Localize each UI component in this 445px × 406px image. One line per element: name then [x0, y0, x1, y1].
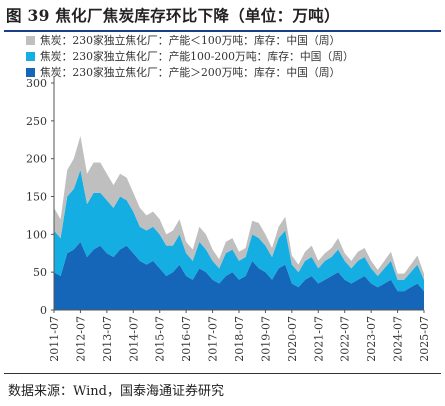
x-tick-label: 2022-07 — [339, 316, 352, 362]
y-tick-label: 150 — [26, 191, 47, 204]
y-tick-label: 300 — [26, 77, 47, 90]
legend-label: 焦炭：230家独立焦化厂：产能100-200万吨：库存：中国（周） — [40, 49, 354, 63]
chart-legend: 焦炭：230家独立焦化厂：产能＜100万吨：库存：中国（周） 焦炭：230家独立焦… — [26, 33, 354, 79]
title-rule — [4, 30, 441, 32]
y-tick-label: 200 — [26, 153, 47, 166]
legend-swatch — [26, 52, 35, 61]
stacked-area-chart: 焦炭：230家独立焦化厂：产能＜100万吨：库存：中国（周） 焦炭：230家独立焦… — [26, 33, 431, 362]
x-tick-label: 2013-07 — [101, 316, 114, 362]
series-area-2 — [54, 135, 424, 280]
x-tick-label: 2012-07 — [74, 316, 87, 362]
source-rule — [4, 373, 441, 374]
x-tick-label: 2021-07 — [312, 316, 325, 362]
x-tick-label: 2017-07 — [207, 316, 220, 362]
x-tick-label: 2023-07 — [365, 316, 378, 362]
legend-label: 焦炭：230家独立焦化厂：产能＜100万吨：库存：中国（周） — [40, 33, 340, 47]
x-tick-label: 2020-07 — [286, 316, 299, 362]
y-tick-label: 250 — [26, 115, 47, 128]
x-tick-label: 2015-07 — [154, 316, 167, 362]
chart-areas — [54, 135, 424, 310]
source-note: 数据来源：Wind，国泰海通证券研究 — [8, 384, 224, 399]
x-tick-label: 2018-07 — [233, 316, 246, 362]
x-tick-label: 2024-07 — [392, 316, 405, 362]
legend-label: 焦炭：230家独立焦化厂：产能＞200万吨：库存：中国（周） — [40, 65, 340, 79]
y-tick-label: 0 — [40, 304, 47, 317]
figure-title: 图 39 焦化厂焦炭库存环比下降（单位：万吨） — [6, 6, 340, 25]
y-tick-label: 50 — [33, 266, 47, 279]
x-tick-label: 2014-07 — [127, 316, 140, 362]
x-tick-label: 2025-07 — [418, 316, 431, 362]
series-area-0 — [54, 241, 424, 310]
x-tick-label: 2011-07 — [48, 316, 61, 362]
y-tick-label: 100 — [26, 228, 47, 241]
x-tick-label: 2016-07 — [180, 316, 193, 362]
legend-swatch — [26, 68, 35, 77]
x-tick-label: 2019-07 — [259, 316, 272, 362]
series-area-1 — [54, 170, 424, 292]
chart-axes: 0 50 100 150 200 250 300 2011-07 2012-07 2013-07 2… — [26, 77, 431, 362]
legend-swatch — [26, 36, 35, 45]
